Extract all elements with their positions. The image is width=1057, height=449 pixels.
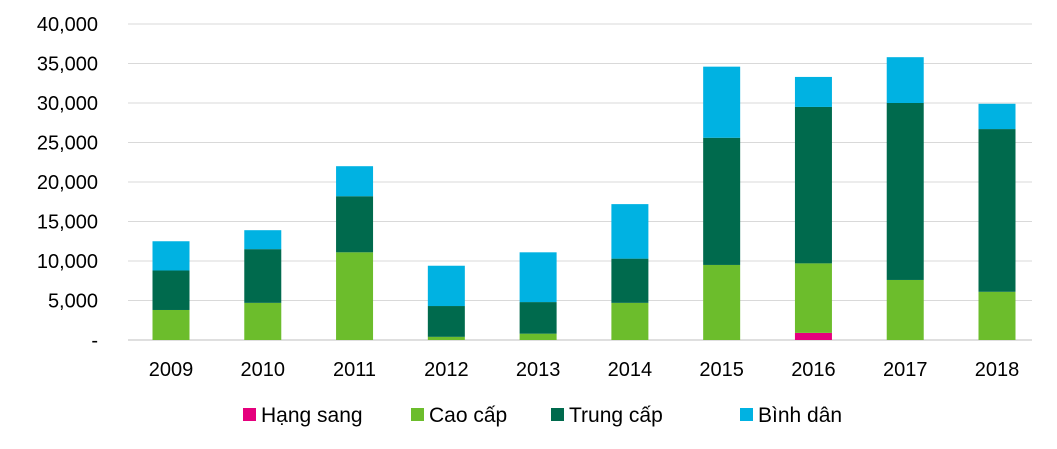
bar-2011-cao-cấp [336, 252, 374, 340]
bar-2013-trung-cấp [519, 302, 557, 334]
bar-2015-trung-cấp [703, 137, 741, 265]
x-tick-label: 2012 [424, 359, 469, 381]
y-tick-label: 20,000 [37, 172, 98, 194]
x-tick-label: 2015 [699, 359, 744, 381]
x-axis-ticks: 2009 2010 2011 2012 2013 2014 2015 2016 2017 2018 [149, 359, 1020, 381]
legend: Hạng sang Cao cấp Trung cấp Bình dân [243, 404, 842, 427]
legend-swatch [551, 408, 564, 421]
bar-2015-cao-cấp [703, 264, 741, 340]
bar-2013-cao-cấp [519, 333, 557, 340]
bar-2015-bình-dân [703, 66, 741, 138]
y-tick-label: - [91, 330, 98, 352]
bar-2009-bình-dân [152, 241, 190, 271]
x-tick-label: 2016 [791, 359, 836, 381]
bar-2009-trung-cấp [152, 270, 190, 310]
bar-2013-bình-dân [519, 252, 557, 303]
y-tick-label: 25,000 [37, 133, 98, 155]
x-tick-label: 2017 [883, 359, 928, 381]
bar-2018-cao-cấp [978, 291, 1016, 340]
bar-2014-cao-cấp [611, 302, 649, 340]
bars [152, 57, 1016, 340]
bar-2017-bình-dân [886, 57, 924, 103]
y-tick-label: 30,000 [37, 93, 98, 115]
x-tick-label: 2013 [516, 359, 561, 381]
y-tick-label: 35,000 [37, 54, 98, 76]
bar-2011-bình-dân [336, 166, 374, 197]
x-tick-label: 2010 [241, 359, 286, 381]
bar-2010-cao-cấp [244, 302, 282, 340]
y-tick-label: 15,000 [37, 212, 98, 234]
x-tick-label: 2011 [333, 359, 376, 381]
y-tick-label: 10,000 [37, 251, 98, 273]
bar-2012-cao-cấp [427, 336, 465, 340]
legend-label: Trung cấp [569, 404, 663, 427]
bar-2017-trung-cấp [886, 103, 924, 280]
legend-swatch [740, 408, 753, 421]
x-tick-label: 2018 [975, 359, 1020, 381]
bar-2016-bình-dân [794, 76, 832, 107]
bar-2010-bình-dân [244, 230, 282, 250]
legend-label: Hạng sang [261, 404, 363, 427]
bar-2010-trung-cấp [244, 249, 282, 303]
x-tick-label: 2014 [608, 359, 653, 381]
y-tick-label: 40,000 [37, 14, 98, 36]
bar-2016-hạng-sang [794, 332, 832, 340]
bar-2016-cao-cấp [794, 263, 832, 333]
y-axis-ticks: - 5,000 10,000 15,000 20,000 25,000 30,000 35,0… [37, 14, 98, 352]
legend-label: Cao cấp [429, 404, 507, 427]
bar-2014-bình-dân [611, 204, 649, 259]
legend-swatch [243, 408, 256, 421]
legend-label: Bình dân [758, 404, 842, 427]
bar-2012-bình-dân [427, 265, 465, 307]
bar-2018-trung-cấp [978, 129, 1016, 292]
legend-swatch [411, 408, 424, 421]
bar-2016-trung-cấp [794, 106, 832, 264]
bar-2011-trung-cấp [336, 196, 374, 253]
y-tick-label: 5,000 [48, 291, 98, 313]
bar-2014-trung-cấp [611, 258, 649, 303]
bar-2017-cao-cấp [886, 279, 924, 340]
bar-2012-trung-cấp [427, 306, 465, 337]
bar-2009-cao-cấp [152, 309, 190, 340]
bar-2018-bình-dân [978, 103, 1016, 130]
x-tick-label: 2009 [149, 359, 194, 381]
